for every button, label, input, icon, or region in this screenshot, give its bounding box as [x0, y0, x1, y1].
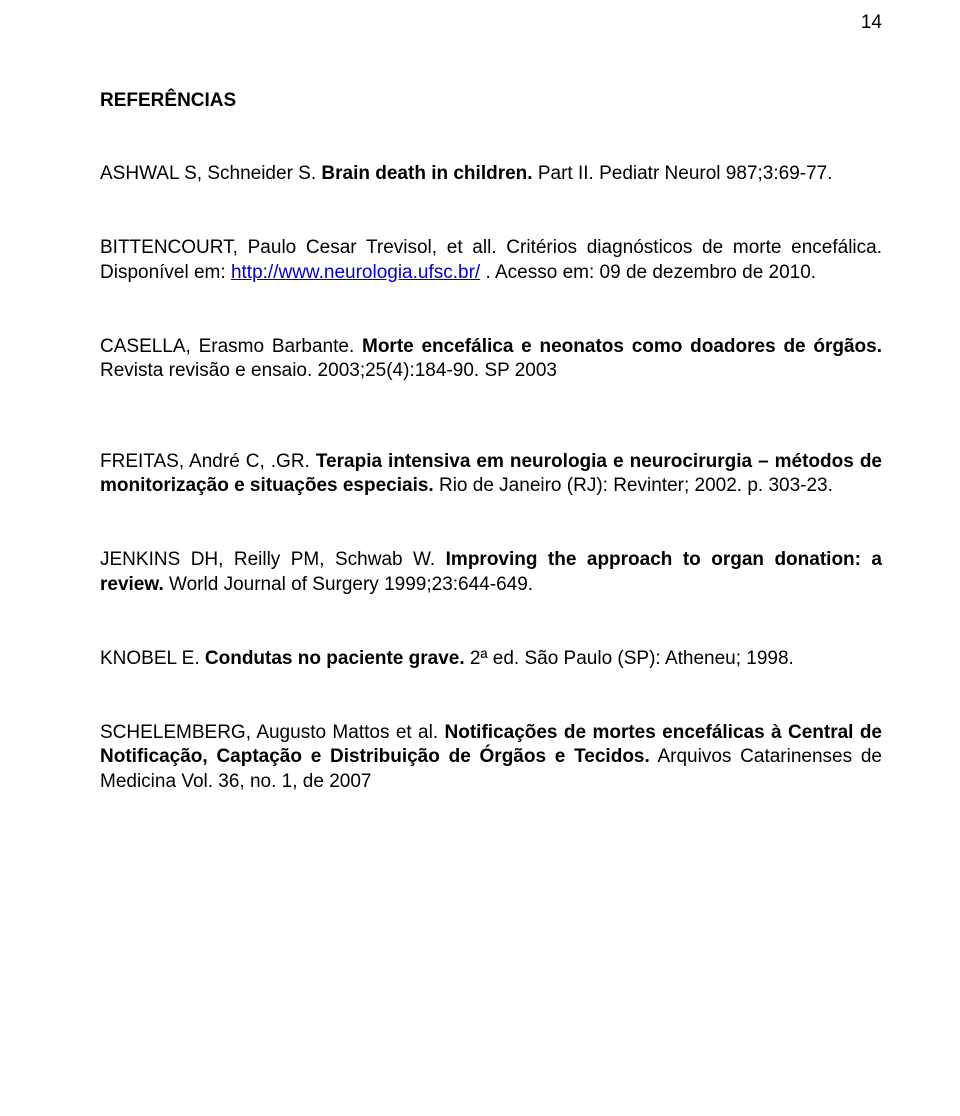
ref-text: . Acesso em: 09 de dezembro de 2010. — [480, 262, 816, 283]
references-heading: REFERÊNCIAS — [100, 90, 882, 112]
reference-entry: ASHWAL S, Schneider S. Brain death in ch… — [100, 162, 882, 186]
ref-text: Part II. Pediatr Neurol 987;3:69-77. — [533, 163, 833, 184]
ref-text: KNOBEL E. — [100, 648, 205, 669]
ref-text: FREITAS, André C, .GR. — [100, 451, 316, 472]
ref-text: Rio de Janeiro (RJ): Revinter; 2002. p. … — [434, 475, 833, 496]
reference-entry: JENKINS DH, Reilly PM, Schwab W. Improvi… — [100, 548, 882, 597]
ref-title: Brain death in children. — [321, 163, 532, 184]
ref-title: Morte encefálica e neonatos como doadore… — [362, 336, 882, 357]
document-page: 14 REFERÊNCIAS ASHWAL S, Schneider S. Br… — [0, 0, 960, 1116]
reference-entry: CASELLA, Erasmo Barbante. Morte encefáli… — [100, 335, 882, 384]
reference-link[interactable]: http://www.neurologia.ufsc.br/ — [231, 262, 480, 283]
reference-entry: BITTENCOURT, Paulo Cesar Trevisol, et al… — [100, 236, 882, 285]
ref-text: CASELLA, Erasmo Barbante. — [100, 336, 362, 357]
page-number: 14 — [861, 12, 882, 34]
reference-entry: KNOBEL E. Condutas no paciente grave. 2ª… — [100, 647, 882, 671]
ref-text: 2ª ed. São Paulo (SP): Atheneu; 1998. — [465, 648, 794, 669]
reference-entry: FREITAS, André C, .GR. Terapia intensiva… — [100, 450, 882, 499]
ref-text: ASHWAL S, Schneider S. — [100, 163, 321, 184]
ref-text: Revista revisão e ensaio. 2003;25(4):184… — [100, 360, 557, 381]
ref-text: SCHELEMBERG, Augusto Mattos et al. — [100, 722, 445, 743]
reference-entry: SCHELEMBERG, Augusto Mattos et al. Notif… — [100, 721, 882, 794]
ref-text: World Journal of Surgery 1999;23:644-649… — [164, 574, 533, 595]
ref-text: JENKINS DH, Reilly PM, Schwab W. — [100, 549, 446, 570]
ref-title: Condutas no paciente grave. — [205, 648, 465, 669]
